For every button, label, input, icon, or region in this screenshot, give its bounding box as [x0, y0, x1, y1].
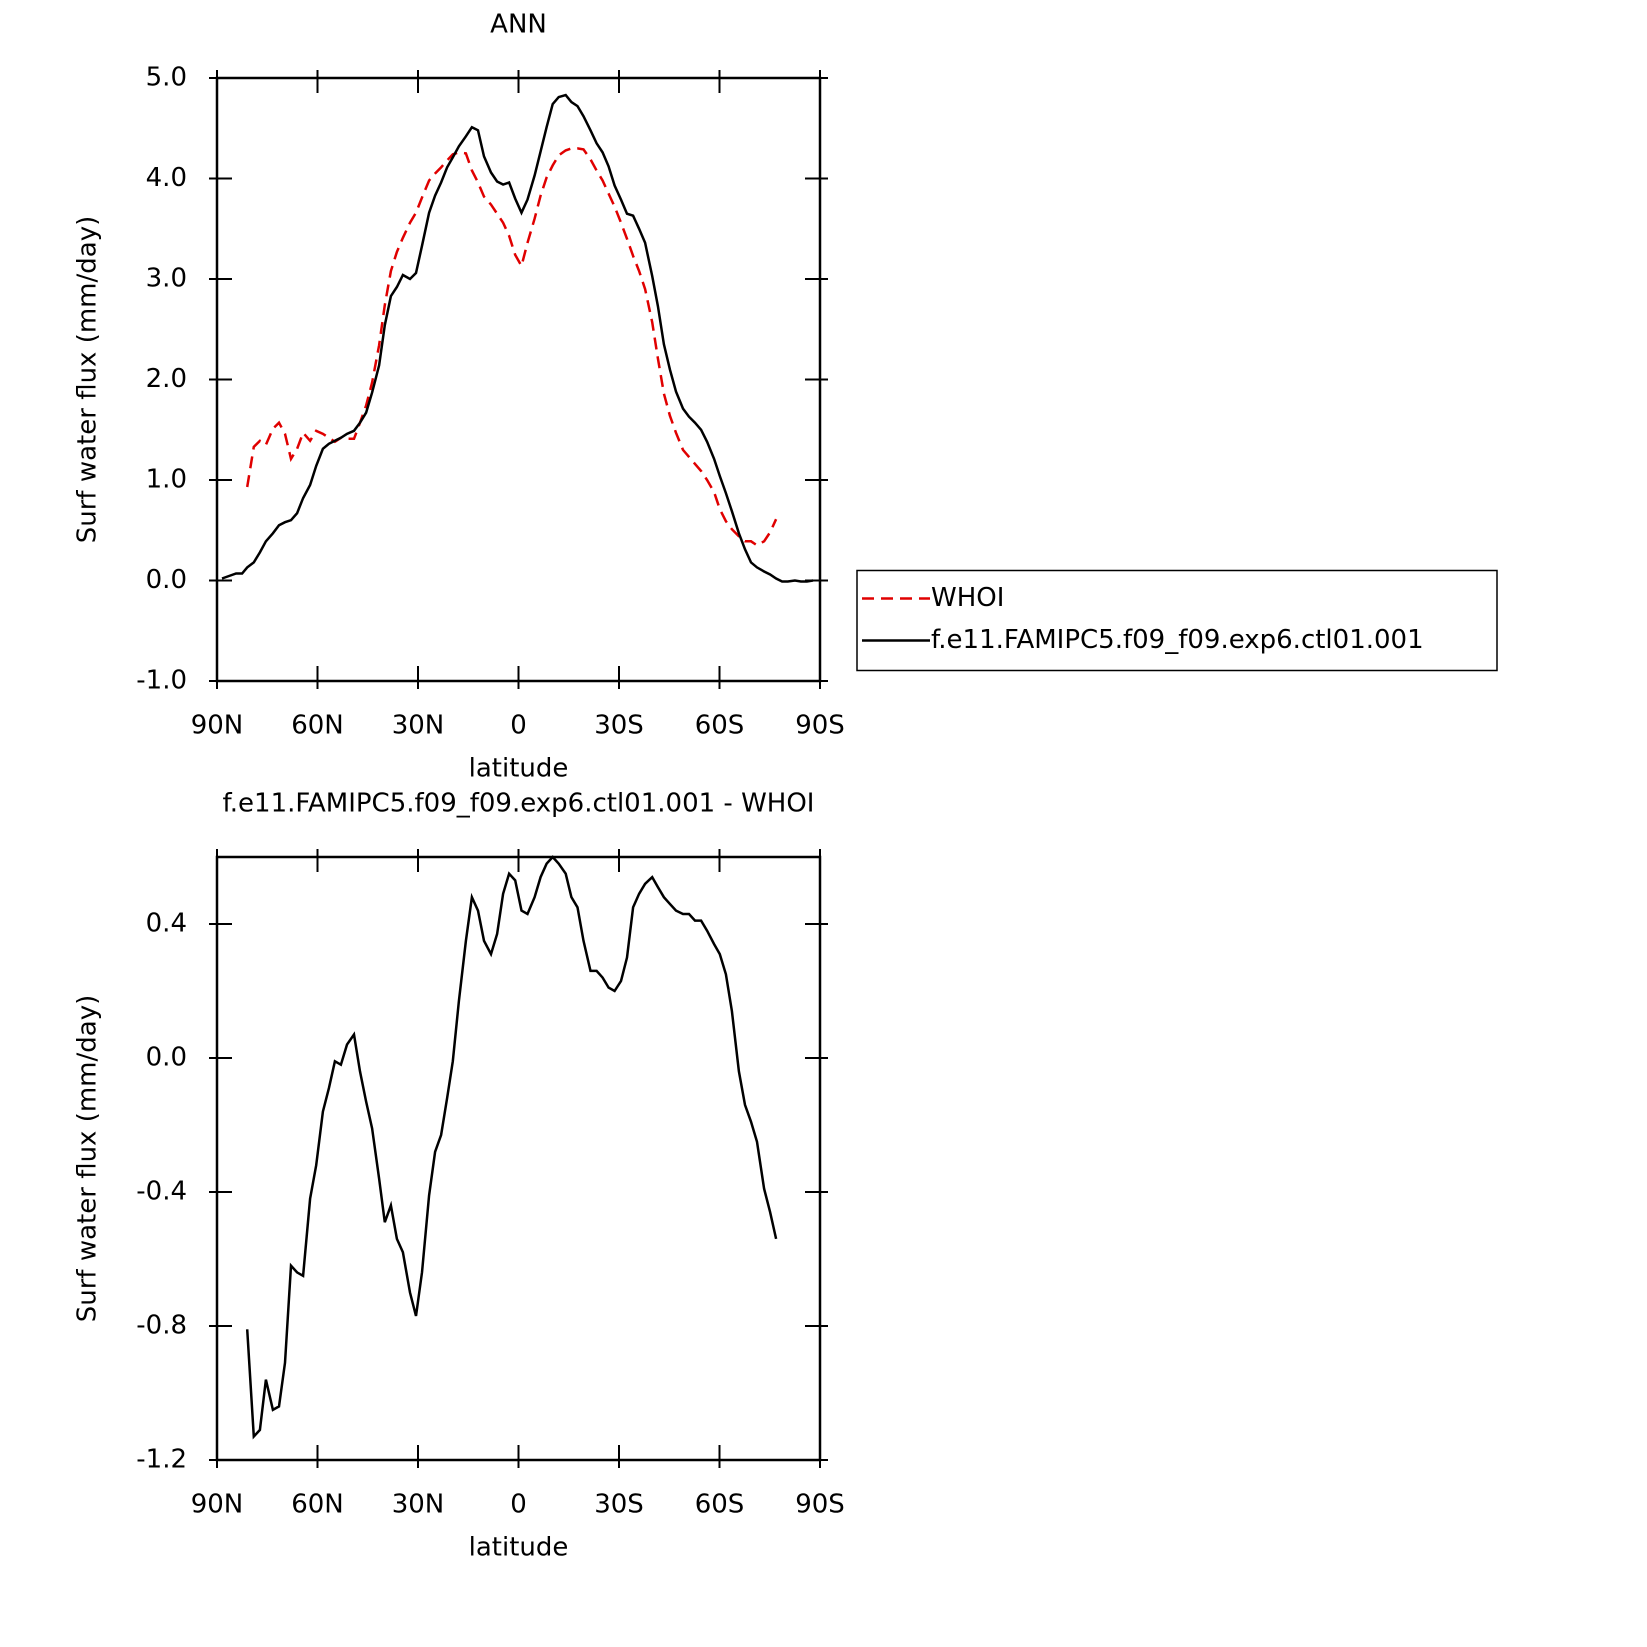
y-tick-label: -1.0	[136, 666, 187, 696]
y-tick-label: 0.0	[146, 1043, 187, 1073]
y-axis-label: Surf water flux (mm/day)	[73, 216, 103, 543]
x-tick-label: 90N	[191, 711, 244, 741]
y-tick-label: 1.0	[146, 465, 187, 495]
legend-box	[856, 569, 1498, 672]
legend-label: WHOI	[931, 583, 1004, 613]
plot-frame	[215, 855, 822, 1462]
chart-title: ANN	[490, 10, 547, 40]
chart-title: f.e11.FAMIPC5.f09_f09.exp6.ctl01.001 - W…	[223, 789, 815, 819]
y-tick-label: 5.0	[146, 63, 187, 93]
y-tick-label: 3.0	[146, 264, 187, 294]
x-tick-label: 60S	[695, 1490, 745, 1520]
legend-label: f.e11.FAMIPC5.f09_f09.exp6.ctl01.001	[931, 625, 1424, 655]
x-tick-label: 90S	[795, 1490, 845, 1520]
x-axis-label: latitude	[469, 1533, 569, 1563]
x-tick-label: 60N	[291, 711, 344, 741]
x-axis-label: latitude	[469, 754, 569, 784]
x-tick-label: 0	[510, 711, 527, 741]
x-tick-label: 0	[510, 1490, 527, 1520]
y-tick-label: 0.0	[146, 565, 187, 595]
y-tick-label: -0.4	[136, 1177, 187, 1207]
y-tick-label: -1.2	[136, 1445, 187, 1475]
y-tick-label: 4.0	[146, 163, 187, 193]
x-tick-label: 30S	[594, 711, 644, 741]
y-tick-label: 2.0	[146, 364, 187, 394]
data-line	[245, 855, 778, 1440]
plot-frame	[215, 76, 822, 683]
data-line	[221, 93, 814, 583]
y-tick-label: 0.4	[146, 909, 187, 939]
x-tick-label: 30N	[392, 711, 445, 741]
y-axis-label: Surf water flux (mm/day)	[73, 995, 103, 1322]
x-tick-label: 90S	[795, 711, 845, 741]
x-tick-label: 90N	[191, 1490, 244, 1520]
x-tick-label: 30S	[594, 1490, 644, 1520]
x-tick-label: 60N	[291, 1490, 344, 1520]
x-tick-label: 30N	[392, 1490, 445, 1520]
y-tick-label: -0.8	[136, 1311, 187, 1341]
x-tick-label: 60S	[695, 711, 745, 741]
